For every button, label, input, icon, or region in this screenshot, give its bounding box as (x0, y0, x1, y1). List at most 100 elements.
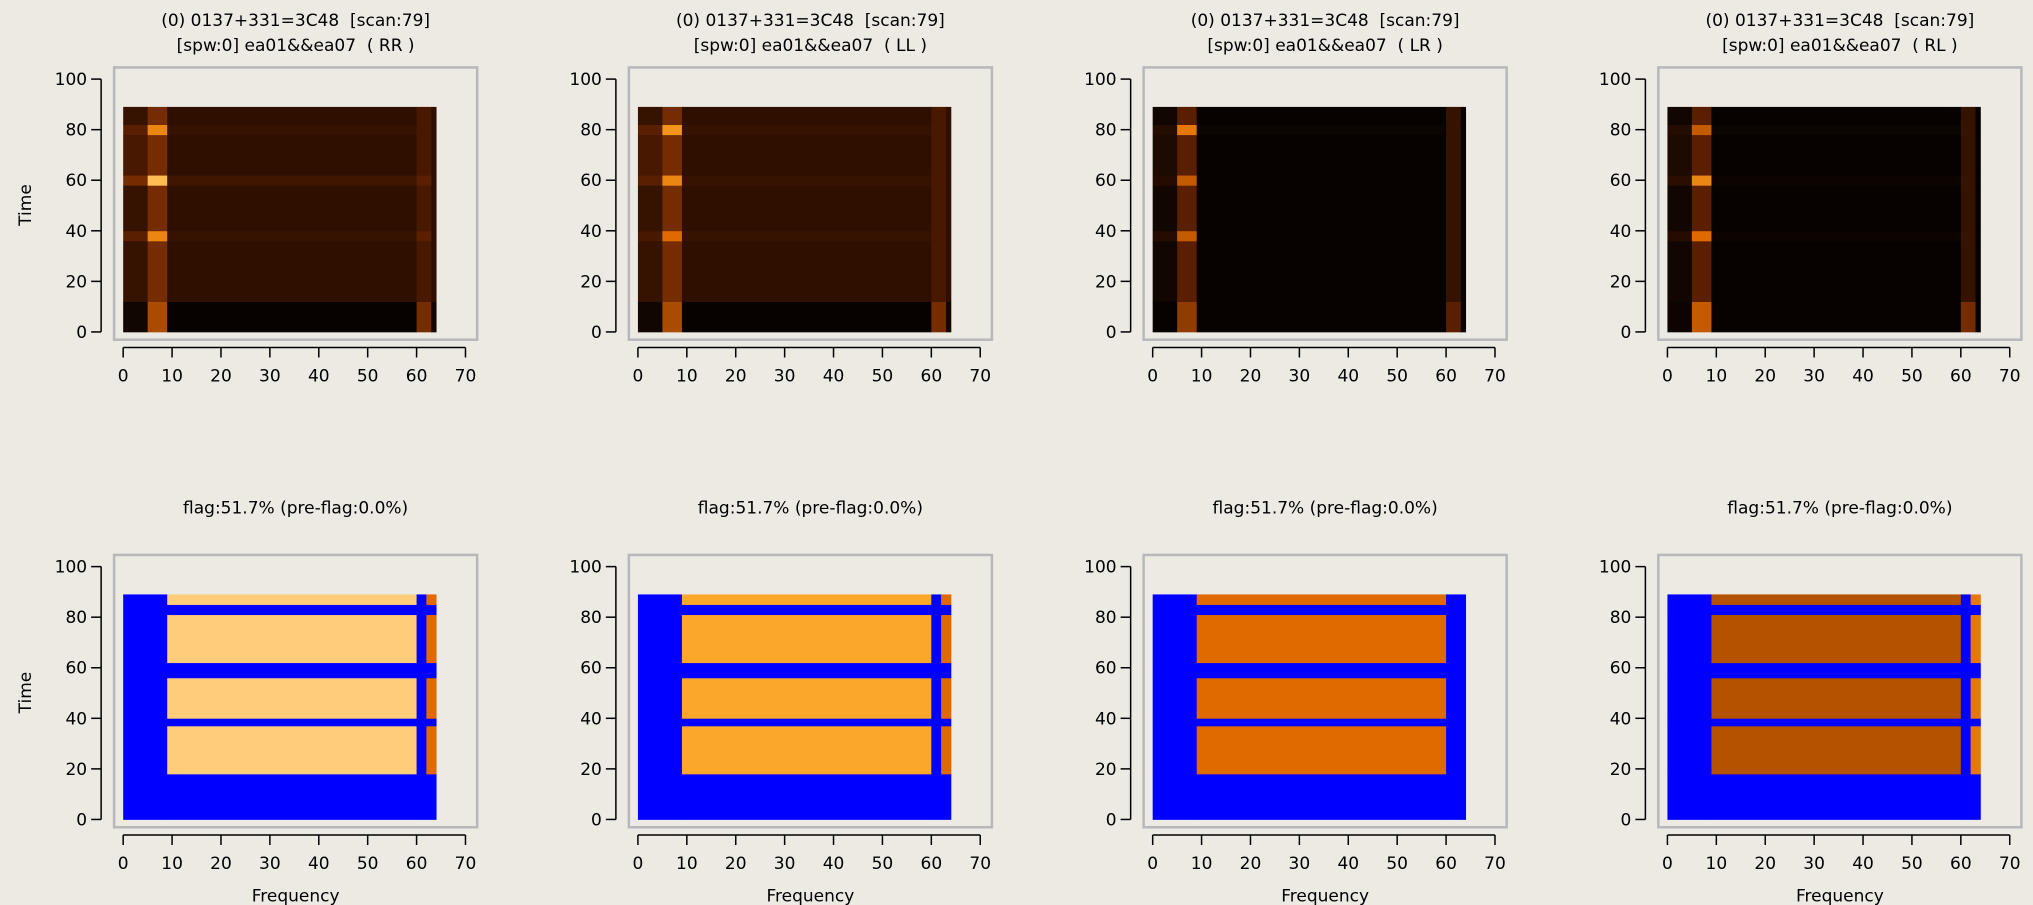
heatmap-cell (1446, 134, 1462, 176)
x-tick-label: 50 (1386, 854, 1408, 874)
y-tick-label: 100 (1084, 558, 1116, 578)
heatmap-cell (1152, 175, 1178, 186)
heatmap-cell (1975, 240, 1981, 302)
heatmap-cell (147, 301, 168, 333)
heatmap-cell (1446, 124, 1462, 136)
heatmap-cell (662, 106, 683, 126)
heatmap-cell (426, 662, 437, 679)
plot-frame (112, 66, 479, 341)
heatmap-cell (426, 677, 437, 719)
heatmap-cell (1152, 604, 1198, 616)
heatmap-cell (426, 773, 437, 820)
heatmap-cell (1667, 301, 1693, 333)
heatmap-cell (637, 230, 663, 242)
heatmap-cell (1691, 124, 1712, 136)
heatmap-cell (1667, 124, 1693, 136)
heatmap-cell (1960, 106, 1976, 126)
heatmap-cell (1196, 301, 1447, 333)
x-tick-label: 40 (823, 366, 845, 386)
heatmap-cell (1711, 185, 1962, 232)
heatmap-cell (1960, 301, 1976, 333)
heatmap-cell (123, 134, 149, 176)
heatmap-cell (147, 240, 168, 302)
x-tick-label: 10 (1706, 854, 1728, 874)
y-tick-label: 60 (65, 659, 87, 679)
heatmap-cell (1152, 614, 1198, 664)
heatmap-cell (147, 124, 168, 136)
heatmap-cell (416, 124, 432, 136)
heatmap-cell (1460, 175, 1467, 186)
x-tick-label: 10 (1191, 854, 1213, 874)
heatmap-cell (431, 240, 437, 302)
heatmap-cell (662, 230, 683, 242)
chart-title: (0) 0137+331=3C48 [scan:79] (161, 11, 430, 31)
y-tick-label: 0 (1621, 323, 1632, 343)
heatmap-cell (431, 124, 437, 136)
heatmap-cell (1970, 773, 1981, 820)
heatmap-cell (931, 725, 942, 775)
heatmap-cell (1691, 240, 1712, 302)
heatmap-cell (1152, 106, 1178, 126)
heatmap-cell (945, 301, 952, 333)
heatmap-cell (1196, 662, 1447, 679)
heatmap-cell (416, 662, 427, 679)
heatmap-cell (431, 134, 437, 176)
heatmap-cell (1960, 240, 1976, 302)
x-tick-label: 10 (1706, 366, 1728, 386)
heatmap-cell (1711, 175, 1962, 186)
heatmap-cell (167, 718, 417, 727)
x-tick-label: 0 (118, 366, 129, 386)
heatmap-cell (167, 106, 417, 126)
heatmap-cell (1970, 662, 1981, 679)
heatmap-cell (681, 124, 932, 136)
y-tick-label: 40 (65, 709, 87, 729)
x-tick-label: 60 (1950, 366, 1972, 386)
heatmap-cell (1177, 185, 1198, 232)
x-tick-label: 0 (633, 854, 644, 874)
x-tick-label: 40 (1852, 366, 1874, 386)
heatmap-cell (1446, 106, 1462, 126)
heatmap-cell (123, 662, 168, 679)
heatmap-cell (426, 594, 437, 605)
heatmap-cell (637, 134, 663, 176)
x-tick-label: 10 (1191, 366, 1213, 386)
y-tick-label: 0 (1106, 810, 1117, 830)
heatmap-cell (1960, 134, 1976, 176)
heatmap-cell (945, 230, 952, 242)
heatmap-cell (1960, 773, 1972, 820)
heatmap-cell (637, 773, 683, 820)
heatmap-cell (167, 725, 417, 775)
heatmap-cell (1960, 614, 1972, 664)
heatmap-cell (681, 240, 932, 302)
heatmap-cell (637, 614, 683, 664)
heatmap-cell (416, 594, 427, 605)
chart-title: flag:51.7% (pre-flag:0.0%) (183, 499, 408, 519)
chart-title: (0) 0137+331=3C48 [scan:79] (676, 11, 945, 31)
x-tick-label: 40 (1852, 854, 1874, 874)
heatmap-cell (1446, 604, 1457, 616)
y-tick-label: 80 (580, 121, 602, 141)
heatmap-cell (681, 677, 932, 719)
y-tick-label: 60 (580, 171, 602, 191)
x-tick-label: 20 (725, 854, 747, 874)
x-axis-label: Frequency (766, 887, 854, 905)
heatmap-cell (123, 106, 149, 126)
heatmap-cell (931, 594, 942, 605)
x-tick-label: 30 (774, 854, 796, 874)
y-tick-label: 40 (580, 222, 602, 242)
heatmap-cell (123, 594, 168, 605)
y-tick-label: 100 (569, 70, 601, 90)
heatmap-cell (1460, 124, 1467, 136)
x-tick-label: 10 (676, 366, 698, 386)
heatmap-cell (1455, 662, 1467, 679)
heatmap-cell (1152, 230, 1178, 242)
heatmap-cell (931, 301, 947, 333)
y-tick-label: 40 (1095, 709, 1117, 729)
heatmap-cell (1711, 677, 1962, 719)
heatmap-cell (147, 106, 168, 126)
heatmap-cell (637, 240, 663, 302)
x-tick-label: 70 (1999, 366, 2021, 386)
x-axis-label: Frequency (1796, 887, 1884, 905)
heatmap-cell (1152, 185, 1178, 232)
y-tick-label: 0 (1106, 323, 1117, 343)
